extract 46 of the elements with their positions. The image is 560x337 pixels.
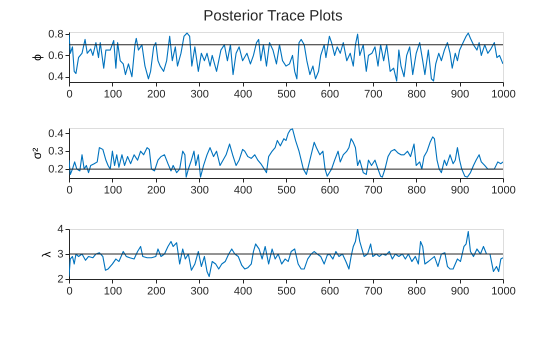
- y-tick-label: 0.6: [48, 50, 64, 62]
- y-axis-title: σ²: [30, 148, 44, 160]
- x-tick-label: 300: [190, 184, 209, 196]
- x-tick-label: 900: [450, 286, 470, 298]
- x-tick-label: 500: [277, 286, 296, 298]
- x-tick-label: 600: [320, 88, 340, 100]
- x-tick-label: 200: [147, 88, 166, 100]
- x-tick-label: 300: [190, 88, 209, 100]
- x-tick-label: 100: [104, 88, 122, 100]
- x-tick-label: 1000: [491, 88, 516, 100]
- y-tick-label: 0.4: [48, 128, 64, 140]
- x-tick-label: 800: [408, 184, 426, 196]
- x-tick-label: 900: [450, 184, 470, 196]
- x-tick-label: 500: [277, 88, 296, 100]
- x-tick-label: 700: [364, 286, 382, 298]
- y-tick-label: 0.3: [48, 146, 64, 158]
- x-tick-label: 900: [450, 88, 470, 100]
- x-tick-label: 200: [147, 286, 166, 298]
- x-tick-label: 0: [66, 286, 73, 298]
- y-tick-label: 0.8: [48, 28, 64, 41]
- y-tick-label: 3: [57, 248, 64, 260]
- x-tick-label: 700: [364, 184, 382, 196]
- x-tick-label: 400: [234, 184, 252, 196]
- x-tick-label: 1000: [491, 286, 516, 298]
- x-tick-label: 400: [234, 286, 252, 298]
- x-tick-label: 600: [320, 184, 340, 196]
- x-tick-label: 1000: [491, 184, 516, 196]
- y-axis-title: λ: [39, 252, 54, 258]
- x-tick-label: 600: [320, 286, 340, 298]
- x-tick-label: 400: [234, 88, 252, 100]
- y-tick-label: 0.2: [48, 164, 64, 176]
- x-tick-label: 500: [277, 184, 296, 196]
- x-tick-label: 800: [408, 88, 426, 100]
- x-tick-label: 0: [66, 88, 73, 100]
- x-tick-label: 300: [190, 286, 209, 298]
- chart-title: Posterior Trace Plots: [203, 8, 343, 25]
- y-axis-title: ϕ: [30, 54, 44, 61]
- x-tick-label: 800: [408, 286, 426, 298]
- x-tick-label: 100: [104, 184, 122, 196]
- x-tick-label: 0: [66, 184, 73, 196]
- y-tick-label: 4: [57, 224, 64, 236]
- x-tick-label: 200: [147, 184, 166, 196]
- y-tick-label: 2: [57, 274, 64, 286]
- x-tick-label: 100: [104, 286, 122, 298]
- y-tick-label: 0.4: [48, 71, 64, 84]
- x-tick-label: 700: [364, 88, 382, 100]
